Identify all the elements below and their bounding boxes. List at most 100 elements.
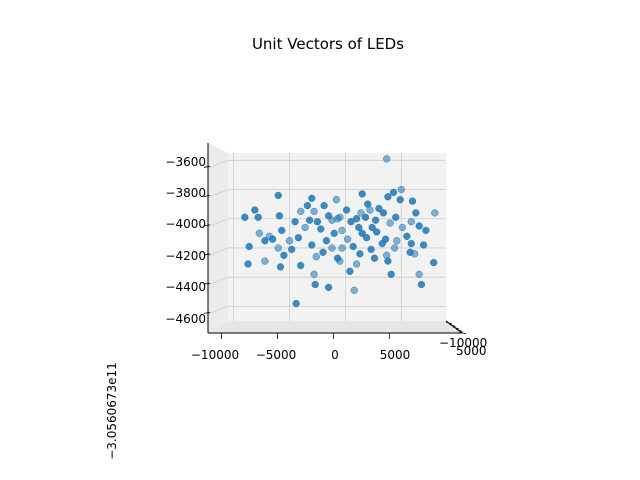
axis-ticks <box>203 165 467 339</box>
data-point <box>308 241 316 249</box>
grid-lines <box>207 153 446 321</box>
data-point <box>313 218 322 226</box>
data-point <box>379 209 388 217</box>
data-point <box>412 209 420 217</box>
data-point <box>392 213 400 221</box>
data-point <box>274 244 282 252</box>
grid-line-side <box>207 189 229 198</box>
data-point <box>403 232 411 240</box>
data-point <box>328 244 336 252</box>
data-point <box>336 213 344 221</box>
data-point <box>330 229 338 237</box>
data-point <box>422 226 430 235</box>
data-point <box>375 204 383 213</box>
chart-title: Unit Vectors of LEDs <box>252 35 404 53</box>
data-point <box>280 251 288 259</box>
data-point <box>254 213 262 221</box>
data-point <box>364 200 372 208</box>
data-point <box>241 213 249 221</box>
data-point <box>371 216 380 224</box>
data-point <box>411 250 419 258</box>
data-point <box>261 237 269 245</box>
z-tick-label: −4600 <box>165 312 206 326</box>
data-point <box>398 223 407 232</box>
z-offset-label: −3.0560673e11 <box>105 362 119 460</box>
x-tick-label: −10000 <box>191 348 239 362</box>
data-point <box>361 213 370 221</box>
floor-pane <box>208 321 462 333</box>
grid-line-side <box>207 247 229 257</box>
data-point <box>357 209 365 217</box>
data-point <box>338 244 346 252</box>
data-point <box>393 237 401 245</box>
grid-line-side <box>207 306 229 315</box>
data-point <box>328 216 336 224</box>
grid-line-side <box>207 276 229 286</box>
data-point <box>261 257 269 265</box>
data-point <box>265 232 274 240</box>
data-point <box>358 190 366 198</box>
z-tick-label: −3600 <box>165 155 206 169</box>
x-tick-label: −5000 <box>256 348 297 362</box>
data-point <box>291 218 299 226</box>
data-point <box>352 260 361 268</box>
data-point <box>297 207 305 216</box>
data-point <box>396 196 404 204</box>
data-point <box>347 218 355 226</box>
z-tick-mark <box>203 253 211 256</box>
data-point <box>378 239 386 248</box>
data-point <box>255 229 263 237</box>
data-point <box>285 237 294 245</box>
data-point <box>275 212 284 220</box>
data-point <box>415 270 423 278</box>
data-point <box>370 254 379 262</box>
data-point <box>389 188 398 197</box>
data-point <box>431 209 439 217</box>
data-point <box>312 253 320 261</box>
z-tick-mark <box>203 224 211 227</box>
data-point <box>338 226 346 235</box>
data-point <box>319 248 327 256</box>
data-point <box>383 155 391 163</box>
data-point <box>350 286 358 294</box>
data-point <box>407 218 415 226</box>
data-point <box>278 226 286 235</box>
z-tick-label: −4000 <box>165 217 206 231</box>
left-pane <box>208 143 228 333</box>
z-tick-label: −4200 <box>165 249 206 263</box>
data-point <box>390 244 399 252</box>
back-pane <box>228 153 446 321</box>
y-tick-mark <box>459 331 467 335</box>
data-point <box>311 280 319 289</box>
data-point <box>276 263 285 271</box>
data-point <box>358 229 366 237</box>
data-point <box>320 201 328 210</box>
y-tick-mark <box>452 326 460 330</box>
data-point <box>430 258 438 267</box>
data-point <box>324 283 333 292</box>
data-point <box>336 257 344 265</box>
data-point <box>419 241 428 249</box>
grid-line-side <box>207 218 229 228</box>
z-tick-mark <box>203 195 211 197</box>
data-point <box>322 237 331 245</box>
data-point <box>373 228 381 236</box>
data-point <box>384 257 392 265</box>
data-point <box>294 234 303 242</box>
data-point <box>368 223 376 232</box>
data-point <box>303 201 312 210</box>
z-tick-mark <box>203 282 211 285</box>
data-point <box>342 206 351 214</box>
data-point <box>356 250 364 258</box>
data-point <box>305 216 314 224</box>
y-tick-mark <box>445 321 453 325</box>
data-point <box>417 280 426 289</box>
data-point <box>352 215 361 223</box>
y-tick-mark <box>456 329 463 332</box>
grid-line-side <box>207 159 229 169</box>
data-point <box>397 185 405 194</box>
data-point <box>355 223 363 232</box>
data-point <box>274 191 282 200</box>
data-point <box>387 270 395 278</box>
